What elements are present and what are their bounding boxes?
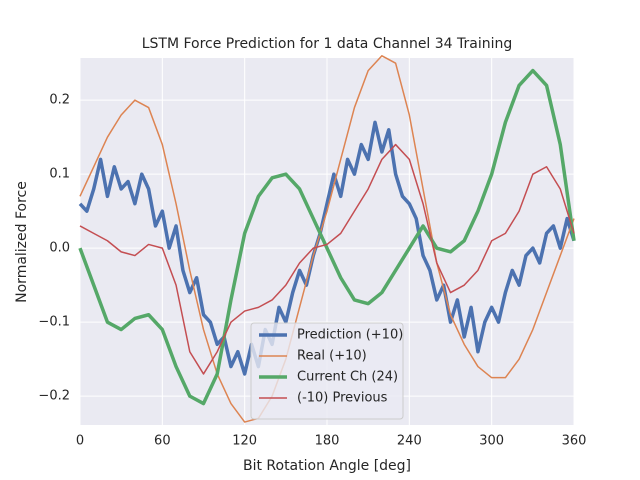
chart-title: LSTM Force Prediction for 1 data Channel… bbox=[142, 36, 513, 52]
legend-label: Prediction (+10) bbox=[297, 328, 403, 343]
y-axis-label: Normalized Force bbox=[14, 181, 30, 303]
y-tick-label: 0.0 bbox=[49, 241, 70, 256]
x-tick-label: 300 bbox=[479, 434, 504, 449]
legend-box bbox=[250, 322, 404, 420]
x-tick-label: 60 bbox=[154, 434, 171, 449]
x-tick-label: 240 bbox=[397, 434, 422, 449]
legend-label: (-10) Previous bbox=[297, 391, 388, 406]
x-tick-label: 180 bbox=[315, 434, 340, 449]
series-line bbox=[79, 55, 575, 423]
lines bbox=[78, 55, 576, 423]
y-tick-label: 0.2 bbox=[49, 93, 70, 108]
y-tick-label: −0.1 bbox=[38, 315, 70, 330]
series-line bbox=[78, 120, 576, 376]
x-tick-label: 360 bbox=[562, 434, 587, 449]
legend: Prediction (+10) Real (+10) Current Ch (24… bbox=[250, 322, 404, 420]
x-axis-label: Bit Rotation Angle [deg] bbox=[243, 458, 411, 474]
y-tick-label: −0.2 bbox=[38, 389, 70, 404]
x-tick-label: 120 bbox=[232, 434, 257, 449]
series-line bbox=[79, 143, 575, 375]
legend-label: Real (+10) bbox=[297, 349, 367, 364]
series-line bbox=[78, 68, 576, 406]
y-tick-label: 0.1 bbox=[49, 167, 70, 182]
x-tick-label: 0 bbox=[76, 434, 84, 449]
legend-label: Current Ch (24) bbox=[297, 370, 398, 385]
